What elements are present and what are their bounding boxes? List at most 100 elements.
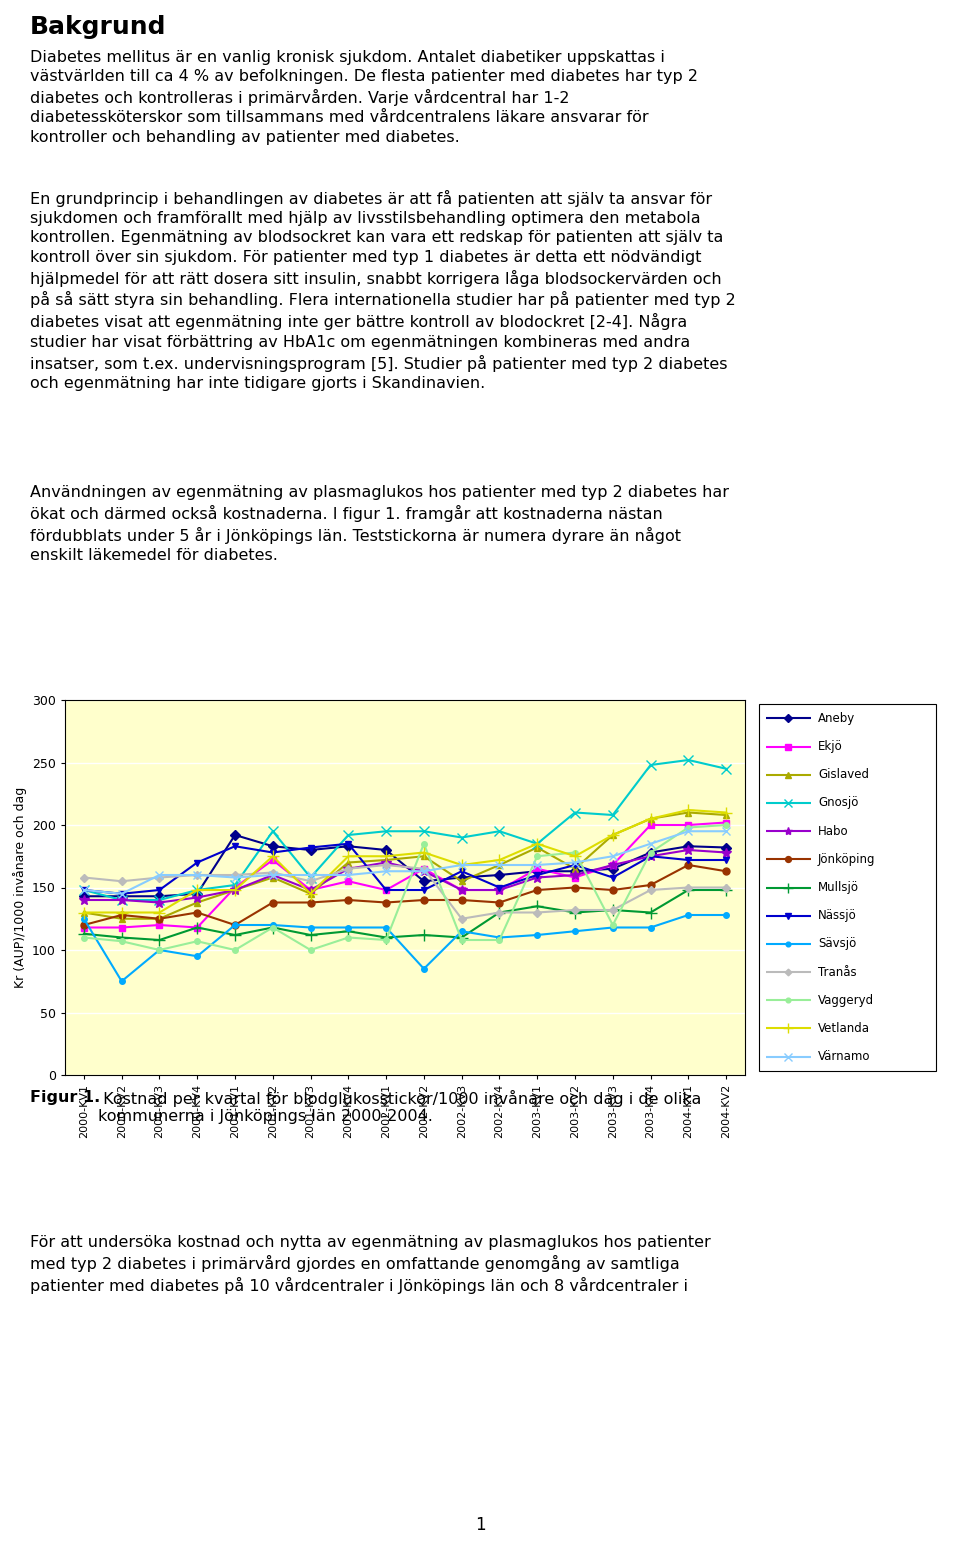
Y-axis label: Kr (AUP)/1000 invånare och dag: Kr (AUP)/1000 invånare och dag — [12, 787, 27, 988]
Gnosjö — [493, 822, 505, 840]
Tranås — [456, 909, 468, 928]
Tranås — [78, 869, 89, 887]
Line: Värnamo: Värnamo — [80, 826, 731, 898]
Line: Aneby: Aneby — [81, 831, 730, 900]
Habo — [532, 869, 543, 887]
Text: Nässjö: Nässjö — [818, 909, 856, 922]
Vetlanda — [267, 847, 278, 865]
Aneby — [267, 837, 278, 856]
Gislaved — [532, 839, 543, 858]
Gislaved — [456, 872, 468, 890]
Jönköping — [304, 894, 316, 912]
Gnosjö — [154, 890, 165, 909]
Mullsjö — [78, 925, 89, 944]
Värnamo — [191, 865, 203, 884]
Värnamo — [154, 865, 165, 884]
Line: Sävsjö: Sävsjö — [81, 912, 729, 984]
Gnosjö — [78, 881, 89, 900]
Tranås — [116, 872, 128, 890]
Ekjö — [456, 881, 468, 900]
Vetlanda — [343, 847, 354, 865]
Jönköping — [343, 890, 354, 909]
Vetlanda — [493, 851, 505, 870]
Mullsjö — [645, 903, 657, 922]
Aneby — [532, 862, 543, 881]
Jönköping — [116, 906, 128, 925]
Vaggeryd — [78, 928, 89, 947]
Gislaved — [720, 806, 732, 825]
Nässjö — [569, 856, 581, 875]
Mullsjö — [191, 919, 203, 937]
Gnosjö — [683, 751, 694, 770]
Mullsjö — [683, 881, 694, 900]
Mullsjö — [532, 897, 543, 916]
Habo — [720, 844, 732, 862]
Tranås — [419, 859, 430, 878]
Gislaved — [229, 881, 241, 900]
Ekjö — [645, 815, 657, 834]
Mullsjö — [380, 928, 392, 947]
Sävsjö — [645, 919, 657, 937]
Habo — [645, 847, 657, 865]
Tranås — [191, 865, 203, 884]
Ekjö — [380, 881, 392, 900]
Mullsjö — [493, 903, 505, 922]
Text: Kostnad per kvartal för blodglukosstickor/1000 invånare och dag i de olika
kommu: Kostnad per kvartal för blodglukossticko… — [98, 1089, 701, 1124]
Text: Gislaved: Gislaved — [818, 768, 869, 781]
Text: Mullsjö: Mullsjö — [818, 881, 859, 894]
Tranås — [304, 872, 316, 890]
Ekjö — [419, 859, 430, 878]
Nässjö — [116, 884, 128, 903]
Gnosjö — [645, 756, 657, 775]
Tranås — [380, 856, 392, 875]
Line: Vetlanda: Vetlanda — [79, 804, 732, 919]
Tranås — [229, 865, 241, 884]
Jönköping — [607, 881, 618, 900]
Mullsjö — [304, 925, 316, 944]
Vetlanda — [380, 847, 392, 865]
Gislaved — [78, 903, 89, 922]
Aneby — [720, 839, 732, 858]
Gnosjö — [191, 881, 203, 900]
Nässjö — [191, 853, 203, 872]
Vaggeryd — [419, 834, 430, 853]
Värnamo — [419, 862, 430, 881]
Mullsjö — [343, 922, 354, 941]
Värnamo — [380, 862, 392, 881]
Vaggeryd — [229, 941, 241, 959]
Text: Vaggeryd: Vaggeryd — [818, 994, 874, 1006]
Värnamo — [116, 884, 128, 903]
Ekjö — [116, 919, 128, 937]
Mullsjö — [456, 928, 468, 947]
Gnosjö — [419, 822, 430, 840]
Habo — [380, 853, 392, 872]
Line: Gnosjö: Gnosjö — [79, 756, 731, 905]
Tranås — [720, 878, 732, 897]
Aneby — [493, 865, 505, 884]
Jönköping — [456, 890, 468, 909]
Jönköping — [419, 890, 430, 909]
Jönköping — [569, 878, 581, 897]
Text: Aneby: Aneby — [818, 712, 855, 725]
Habo — [607, 856, 618, 875]
Text: Jönköping: Jönköping — [818, 853, 876, 865]
Aneby — [78, 887, 89, 906]
Ekjö — [191, 919, 203, 937]
Gislaved — [645, 809, 657, 828]
Aneby — [456, 869, 468, 887]
Tranås — [645, 881, 657, 900]
Mullsjö — [267, 919, 278, 937]
Jönköping — [645, 875, 657, 894]
Värnamo — [683, 822, 694, 840]
Habo — [116, 890, 128, 909]
Habo — [456, 881, 468, 900]
Ekjö — [683, 815, 694, 834]
Nässjö — [607, 869, 618, 887]
Ekjö — [569, 869, 581, 887]
Habo — [343, 859, 354, 878]
Text: Bakgrund: Bakgrund — [30, 16, 166, 39]
Nässjö — [304, 839, 316, 858]
Sävsjö — [493, 928, 505, 947]
Tranås — [267, 864, 278, 883]
Jönköping — [191, 903, 203, 922]
